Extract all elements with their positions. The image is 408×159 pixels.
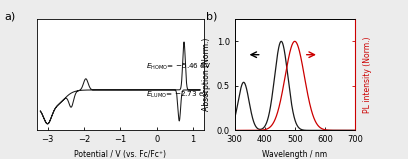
Text: a): a) bbox=[4, 11, 16, 21]
Y-axis label: PL intensity (Norm.): PL intensity (Norm.) bbox=[363, 36, 372, 113]
Text: $E_\mathregular{HOMO}$= −5.46 eV: $E_\mathregular{HOMO}$= −5.46 eV bbox=[146, 61, 211, 72]
Y-axis label: Absorption (Norm.): Absorption (Norm.) bbox=[202, 38, 211, 111]
X-axis label: Wavelength / nm: Wavelength / nm bbox=[262, 150, 327, 159]
Text: b): b) bbox=[206, 11, 217, 21]
X-axis label: Potential / V (vs. Fc/Fc⁺): Potential / V (vs. Fc/Fc⁺) bbox=[74, 150, 166, 159]
Text: $E_\mathregular{LUMO}$= −2.73 eV: $E_\mathregular{LUMO}$= −2.73 eV bbox=[146, 90, 209, 100]
